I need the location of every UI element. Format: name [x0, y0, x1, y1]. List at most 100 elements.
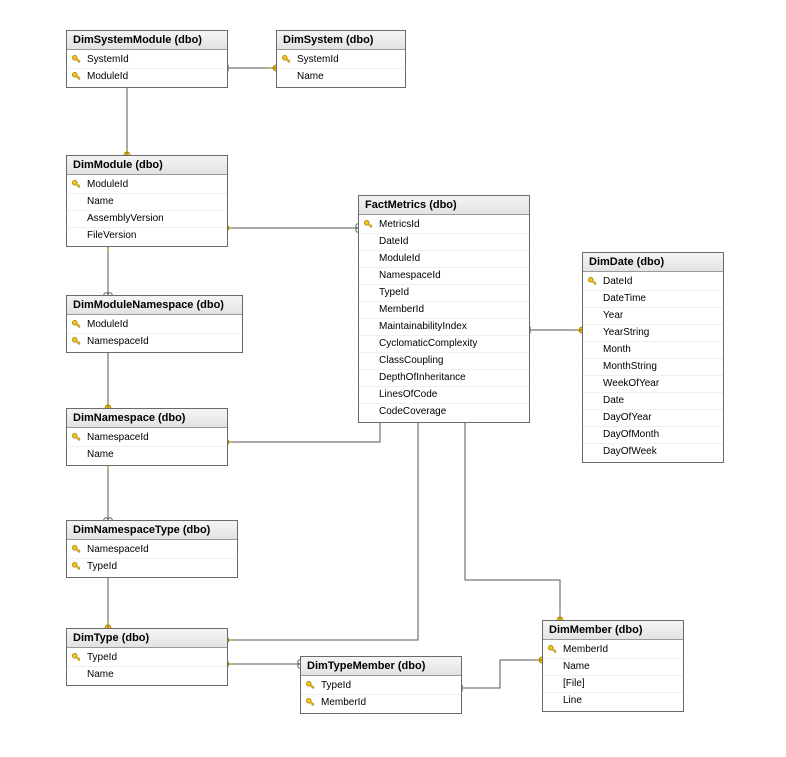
- table-columns: SystemIdModuleId: [67, 50, 227, 87]
- table-column: DayOfYear: [583, 410, 723, 427]
- table-column: DayOfWeek: [583, 444, 723, 460]
- key-icon: [547, 644, 559, 656]
- column-name: DateId: [379, 235, 408, 249]
- key-icon: [363, 219, 375, 231]
- table-column: DateId: [359, 234, 529, 251]
- table-column: NamespaceId: [67, 542, 237, 559]
- table-column: Month: [583, 342, 723, 359]
- table-columns: ModuleIdNameAssemblyVersionFileVersion: [67, 175, 227, 246]
- key-icon: [587, 276, 599, 288]
- table-column: MonthString: [583, 359, 723, 376]
- table-header: DimDate (dbo): [583, 253, 723, 272]
- key-icon-empty: [363, 406, 375, 418]
- column-name: DayOfMonth: [603, 428, 659, 442]
- table-columns: TypeIdName: [67, 648, 227, 685]
- column-name: Date: [603, 394, 624, 408]
- column-name: WeekOfYear: [603, 377, 659, 391]
- table-factMetrics[interactable]: FactMetrics (dbo)MetricsIdDateIdModuleId…: [358, 195, 530, 423]
- table-header: DimSystem (dbo): [277, 31, 405, 50]
- table-dimSystem[interactable]: DimSystem (dbo) SystemId Name: [276, 30, 406, 88]
- table-column: SystemId: [277, 52, 405, 69]
- column-name: MemberId: [321, 696, 366, 710]
- column-name: AssemblyVersion: [87, 212, 164, 226]
- table-column: TypeId: [67, 559, 237, 575]
- key-icon-empty: [587, 395, 599, 407]
- key-icon-empty: [363, 372, 375, 384]
- key-icon-empty: [71, 230, 83, 242]
- column-name: DateId: [603, 275, 632, 289]
- key-icon-empty: [587, 446, 599, 458]
- table-header: DimModule (dbo): [67, 156, 227, 175]
- table-header: DimNamespaceType (dbo): [67, 521, 237, 540]
- key-icon: [71, 432, 83, 444]
- table-dimModule[interactable]: DimModule (dbo)ModuleIdNameAssemblyVersi…: [66, 155, 228, 247]
- table-column: DayOfMonth: [583, 427, 723, 444]
- column-name: ModuleId: [87, 70, 128, 84]
- column-name: ModuleId: [379, 252, 420, 266]
- column-name: NamespaceId: [87, 431, 149, 445]
- key-icon-empty: [587, 361, 599, 373]
- column-name: DayOfYear: [603, 411, 652, 425]
- column-name: SystemId: [297, 53, 339, 67]
- column-name: Month: [603, 343, 631, 357]
- column-name: Line: [563, 694, 582, 708]
- key-icon-empty: [363, 389, 375, 401]
- column-name: MetricsId: [379, 218, 420, 232]
- table-column: Name: [543, 659, 683, 676]
- table-dimNamespace[interactable]: DimNamespace (dbo)NamespaceIdName: [66, 408, 228, 466]
- table-column: Name: [277, 69, 405, 85]
- column-name: MaintainabilityIndex: [379, 320, 467, 334]
- column-name: Year: [603, 309, 623, 323]
- key-icon-empty: [363, 338, 375, 350]
- key-icon: [71, 336, 83, 348]
- key-icon-empty: [547, 695, 559, 707]
- column-name: DepthOfInheritance: [379, 371, 466, 385]
- key-icon: [281, 54, 293, 66]
- table-column: Year: [583, 308, 723, 325]
- column-name: Name: [297, 70, 324, 84]
- table-column: FileVersion: [67, 228, 227, 244]
- key-icon: [71, 71, 83, 83]
- column-name: TypeId: [87, 560, 117, 574]
- table-dimModuleNamespace[interactable]: DimModuleNamespace (dbo)ModuleIdNamespac…: [66, 295, 243, 353]
- table-column: DateTime: [583, 291, 723, 308]
- column-name: DateTime: [603, 292, 646, 306]
- key-icon: [71, 319, 83, 331]
- table-column: Name: [67, 194, 227, 211]
- table-columns: NamespaceIdTypeId: [67, 540, 237, 577]
- key-icon: [71, 54, 83, 66]
- table-dimNamespaceType[interactable]: DimNamespaceType (dbo)NamespaceIdTypeId: [66, 520, 238, 578]
- key-icon: [71, 652, 83, 664]
- table-column: ClassCoupling: [359, 353, 529, 370]
- table-column: MemberId: [301, 695, 461, 711]
- table-dimSystemModule[interactable]: DimSystemModule (dbo)SystemIdModuleId: [66, 30, 228, 88]
- key-icon-empty: [587, 429, 599, 441]
- table-dimDate[interactable]: DimDate (dbo) DateId DateTime Year YearStrin…: [582, 252, 724, 463]
- table-column: MetricsId: [359, 217, 529, 234]
- table-column: Name: [67, 447, 227, 463]
- key-icon-empty: [587, 344, 599, 356]
- key-icon-empty: [71, 196, 83, 208]
- key-icon-empty: [281, 71, 293, 83]
- table-header: DimTypeMember (dbo): [301, 657, 461, 676]
- table-header: DimModuleNamespace (dbo): [67, 296, 242, 315]
- column-name: YearString: [603, 326, 649, 340]
- column-name: Name: [563, 660, 590, 674]
- column-name: Name: [87, 668, 114, 682]
- key-icon-empty: [71, 449, 83, 461]
- table-column: ModuleId: [67, 69, 227, 85]
- table-dimTypeMember[interactable]: DimTypeMember (dbo) TypeIdMemberId: [300, 656, 462, 714]
- table-column: TypeId: [359, 285, 529, 302]
- table-columns: NamespaceId Name: [67, 428, 227, 465]
- table-columns: MetricsIdDateIdModuleIdNamespaceIdTypeId…: [359, 215, 529, 422]
- key-icon-empty: [71, 669, 83, 681]
- table-column: MaintainabilityIndex: [359, 319, 529, 336]
- table-column: DateId: [583, 274, 723, 291]
- table-column: NamespaceId: [67, 334, 242, 350]
- key-icon-empty: [363, 253, 375, 265]
- table-dimType[interactable]: DimType (dbo)TypeIdName: [66, 628, 228, 686]
- table-header: DimMember (dbo): [543, 621, 683, 640]
- table-column: TypeId: [301, 678, 461, 695]
- table-dimMember[interactable]: DimMember (dbo)MemberIdName[File]Line: [542, 620, 684, 712]
- key-icon-empty: [363, 355, 375, 367]
